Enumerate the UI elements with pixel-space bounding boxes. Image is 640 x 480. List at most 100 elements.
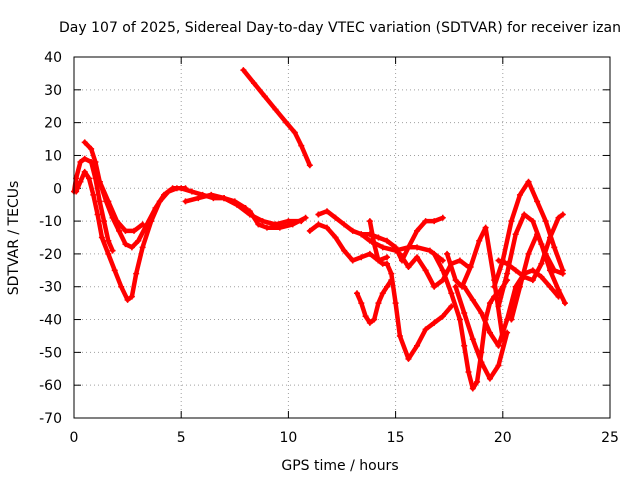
data-point (261, 93, 268, 100)
data-point (482, 224, 489, 231)
series-line (241, 67, 313, 168)
data-point (118, 283, 125, 290)
data-point (525, 178, 532, 185)
data-point (315, 221, 322, 228)
data-point (448, 290, 455, 297)
x-tick-label: 5 (177, 430, 186, 446)
series-arc-m (396, 250, 472, 290)
data-point (422, 326, 429, 333)
y-tick-labels: 40 30 20 10 0 -10 -20 -30 -40 -50 -60 -70 (39, 50, 62, 427)
y-tick-label: -70 (39, 411, 62, 427)
y-tick-label: 10 (44, 148, 62, 164)
data-point (486, 300, 493, 307)
data-point (188, 188, 195, 195)
x-tick-label: 0 (70, 430, 79, 446)
data-point (529, 267, 536, 274)
data-point (259, 218, 266, 225)
data-point (358, 254, 365, 261)
data-point (122, 241, 129, 248)
data-point (538, 260, 545, 267)
series-line (461, 268, 561, 349)
data-point (124, 296, 131, 303)
data-point (315, 211, 322, 218)
data-point (139, 244, 146, 251)
data-point (478, 309, 485, 316)
plot-frame (73, 56, 611, 419)
data-point (111, 267, 118, 274)
data-point (516, 191, 523, 198)
data-point (195, 195, 202, 202)
series-arc-o (452, 283, 511, 382)
series-line (97, 179, 145, 234)
data-point (551, 244, 558, 251)
data-point (182, 198, 189, 205)
data-point (516, 283, 523, 290)
data-point (77, 178, 84, 185)
data-point (405, 244, 412, 251)
data-point (431, 250, 438, 257)
data-point (366, 231, 373, 238)
y-tick-label: -60 (39, 378, 62, 394)
data-point (555, 214, 562, 221)
chart-title: Day 107 of 2025, Sidereal Day-to-day VTE… (59, 20, 621, 36)
series-arc-d (96, 178, 146, 234)
series-arc-f (221, 195, 309, 231)
data-point (109, 247, 116, 254)
data-point (349, 257, 356, 264)
data-point (414, 227, 421, 234)
data-point (272, 106, 279, 113)
data-point (255, 221, 262, 228)
data-point (332, 234, 339, 241)
x-tick-label: 20 (494, 430, 512, 446)
data-point (495, 342, 502, 349)
data-point (366, 250, 373, 257)
data-point (371, 241, 378, 248)
data-point (208, 191, 215, 198)
data-point (375, 234, 382, 241)
data-point (332, 214, 339, 221)
data-point (465, 369, 472, 376)
data-point (474, 378, 481, 385)
data-point (534, 231, 541, 238)
data-point (392, 244, 399, 251)
data-point (504, 270, 511, 277)
data-point (456, 316, 463, 323)
data-point (96, 198, 103, 205)
data-point (495, 362, 502, 369)
data-point (422, 218, 429, 225)
data-point (444, 250, 451, 257)
data-point (529, 218, 536, 225)
data-point (358, 231, 365, 238)
series-arc-u (508, 231, 566, 323)
data-point (169, 185, 176, 192)
data-point (221, 195, 228, 202)
x-tick-label: 25 (601, 430, 619, 446)
y-tick-label: -20 (39, 247, 62, 263)
data-point (96, 178, 103, 185)
data-point (306, 162, 313, 169)
data-point (559, 211, 566, 218)
data-point (414, 342, 421, 349)
data-point (461, 342, 468, 349)
series-arc-j (354, 277, 395, 326)
data-point (349, 227, 356, 234)
data-point (542, 218, 549, 225)
data-point (546, 234, 553, 241)
data-point (283, 119, 290, 126)
data-point (542, 250, 549, 257)
data-point (306, 227, 313, 234)
x-tick-labels: 0 5 10 15 20 25 (70, 430, 619, 446)
data-point (431, 218, 438, 225)
data-point (478, 359, 485, 366)
data-point (384, 283, 391, 290)
data-point (246, 208, 253, 215)
y-tick-label: 20 (44, 116, 62, 132)
data-point (263, 224, 270, 231)
data-point (289, 221, 296, 228)
data-point (495, 257, 502, 264)
x-tick-label: 10 (279, 430, 297, 446)
data-point (366, 218, 373, 225)
data-point (128, 244, 135, 251)
data-point (131, 227, 138, 234)
